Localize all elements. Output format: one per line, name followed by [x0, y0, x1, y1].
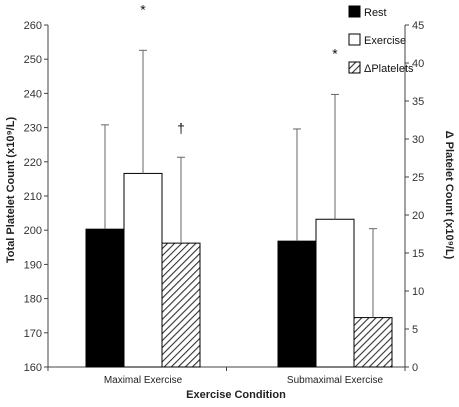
significance-marker: *: [332, 45, 338, 61]
y2-tick-label: 35: [412, 96, 424, 108]
bar: [123, 172, 163, 368]
bar: [315, 218, 355, 368]
y-tick-label: 190: [24, 259, 42, 271]
y2-tick-label: 5: [412, 324, 418, 336]
legend-swatch: [348, 5, 361, 18]
significance-marker: †: [177, 120, 185, 136]
y2-tick-label: 25: [412, 172, 424, 184]
legend-label: ΔPlatelets: [364, 63, 414, 75]
y-tick-label: 180: [24, 294, 42, 306]
y-tick-label: 260: [24, 20, 42, 32]
legend-label: Rest: [364, 7, 387, 19]
bar: [161, 242, 201, 368]
y-tick-label: 250: [24, 54, 42, 66]
bar: [353, 317, 393, 368]
bar: [85, 228, 125, 368]
y2-tick-label: 40: [412, 58, 424, 70]
y-tick-label: 230: [24, 123, 42, 135]
x-tick-label: Submaximal Exercise: [287, 375, 384, 386]
legend-label: Exercise: [364, 35, 406, 47]
legend: Rest Exercise ΔPlatelets: [348, 5, 414, 75]
legend-swatch: [348, 33, 361, 46]
y2-axis-title: Δ Platelet Count (x10⁹/L): [443, 131, 455, 260]
y2-tick-label: 15: [412, 248, 424, 260]
y2-tick-label: 10: [412, 286, 424, 298]
significance-marker: *: [140, 1, 146, 17]
y2-tick-label: 45: [412, 20, 424, 32]
y-axis-title: Total Platelet Count (x10⁹/L): [5, 117, 17, 264]
x-tick-label: Maximal Exercise: [104, 375, 183, 386]
plot-area: 160 170 180 190 200 210 220 230 240 250 260 0 5 10 15 2…: [24, 1, 425, 386]
y-tick-label: 170: [24, 328, 42, 340]
y-tick-label: 210: [24, 191, 42, 203]
y-tick-label: 240: [24, 88, 42, 100]
legend-swatch: [348, 61, 361, 74]
y2-tick-label: 0: [412, 362, 418, 374]
y-tick-label: 200: [24, 225, 42, 237]
x-axis-title: Exercise Condition: [186, 389, 286, 401]
y2-tick-label: 30: [412, 134, 424, 146]
y-tick-label: 160: [24, 362, 42, 374]
bar: [277, 240, 317, 368]
y2-tick-label: 20: [412, 210, 424, 222]
y-tick-label: 220: [24, 157, 42, 169]
